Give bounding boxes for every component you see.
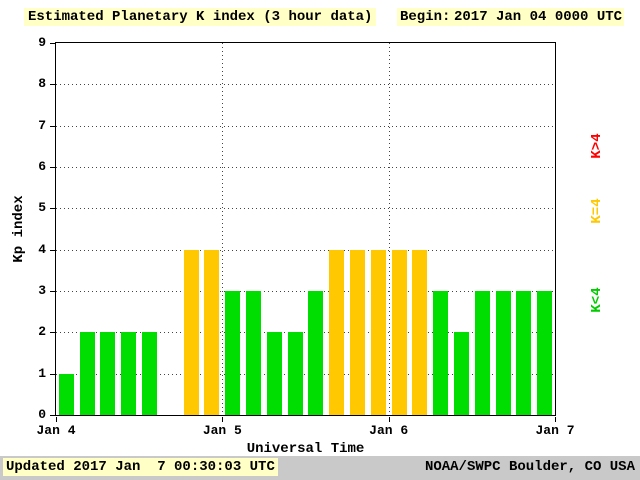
h-gridline [56,291,555,292]
kp-bar [329,249,345,415]
y-tick-label: 7 [38,117,46,133]
begin-label: Begin: [397,8,454,26]
h-gridline [56,208,555,210]
kp-bar [287,332,303,415]
chart-title: Estimated Planetary K index (3 hour data… [24,8,377,26]
x-axis-title: Universal Time [246,441,365,457]
kp-bar [246,291,261,415]
kp-bar [349,249,365,415]
y-axis-title: Kp index [11,195,27,263]
kp-bar [453,332,469,415]
y-tick-label: 8 [38,76,46,92]
kp-bar [412,249,428,415]
kp-bar [204,249,220,415]
kp-bar [142,332,158,415]
kp-bar [79,332,95,415]
kp-bar [100,332,116,415]
y-tick-label: 2 [38,324,46,340]
y-tick-label: 3 [38,283,46,298]
plot-area [55,42,556,416]
h-gridline [56,167,555,168]
kp-bar [391,249,407,415]
kp-bar [308,291,324,415]
x-tick-label: Jan 7 [535,423,575,438]
x-axis-tick [222,417,224,422]
v-gridline [222,43,224,415]
kp-bar [266,332,282,415]
footer-bar: Updated 2017 Jan 7 00:30:03 UTC NOAA/SWP… [0,456,640,480]
kp-bar [370,249,386,415]
legend-kp-low: K<4 [589,287,605,313]
x-tick-label: Jan 5 [202,423,242,438]
legend-kp-equal4: K=4 [589,198,605,224]
kp-bar [121,332,137,415]
v-gridline [388,43,390,415]
kp-bar [495,291,511,415]
y-tick-label: 1 [38,365,46,381]
begin-value: 2017 Jan 04 0000 UTC [452,8,625,26]
kp-bar [516,291,532,415]
x-axis-tick [388,417,390,422]
x-tick-label: Jan 6 [369,423,409,438]
h-gridline [56,373,555,375]
y-tick-label: 9 [38,35,46,50]
source-attribution: NOAA/SWPC Boulder, CO USA [424,459,635,475]
h-gridline [56,84,555,86]
kp-bar [183,249,199,415]
kp-bar [58,373,74,415]
x-axis-tick [555,417,556,422]
x-tick-label: Jan 4 [36,423,76,438]
y-tick-label: 0 [38,407,46,422]
kp-bar [474,291,490,415]
kp-bar [225,291,241,415]
y-tick-label: 6 [38,159,46,174]
h-gridline [56,125,555,127]
h-gridline [56,332,555,334]
updated-timestamp: Updated 2017 Jan 7 00:30:03 UTC [3,458,278,476]
kp-bar [433,291,449,415]
legend-kp-high: K>4 [589,133,605,159]
kp-bar [537,291,553,415]
h-gridline [56,249,555,251]
x-axis-tick [56,417,57,422]
